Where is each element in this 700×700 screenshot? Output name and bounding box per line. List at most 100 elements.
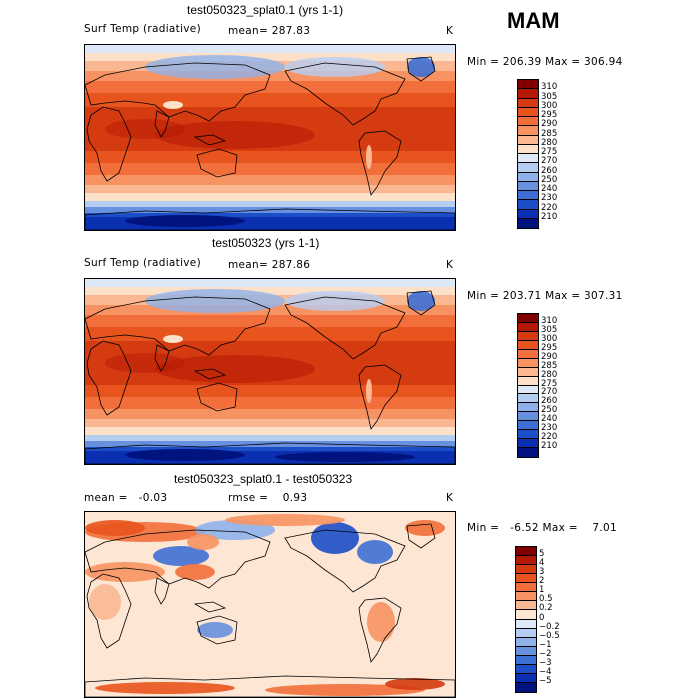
colorbar-tick-label: 210	[541, 211, 558, 222]
units-label: K	[446, 259, 454, 271]
colorbar-tick-label: 280	[541, 369, 558, 380]
colorbar-swatch	[518, 181, 538, 191]
colorbar-tick-label: 285	[541, 360, 558, 371]
colorbar-swatch	[518, 191, 538, 201]
colorbar-tick-label: 295	[541, 110, 558, 120]
colorbar-tick-label: 230	[541, 423, 558, 434]
colorbar-tick-label: 0	[539, 612, 545, 623]
colorbar-swatch	[516, 637, 536, 647]
colorbar-swatch	[518, 385, 538, 395]
temperature-map	[84, 278, 456, 465]
colorbar-tick-label: 290	[541, 119, 558, 130]
colorbar	[517, 79, 539, 229]
panel-title: test050323_splat0.1 (yrs 1-1)	[187, 3, 344, 17]
colorbar-swatch	[516, 628, 536, 638]
colorbar-tick-label: 1	[539, 585, 545, 596]
colorbar-tick-label: 250	[541, 174, 558, 185]
colorbar-swatch	[518, 80, 538, 90]
colorbar-swatch	[518, 163, 538, 173]
colorbar	[515, 546, 537, 693]
colorbar-swatch	[518, 218, 538, 228]
colorbar-swatch	[518, 340, 538, 350]
colorbar-swatch	[516, 610, 536, 620]
colorbar-swatch	[518, 412, 538, 422]
colorbar-swatch	[516, 646, 536, 656]
colorbar-swatch	[518, 154, 538, 164]
colorbar-swatch	[516, 673, 536, 683]
colorbar-tick-label: 4	[539, 558, 545, 569]
colorbar-tick-label: 310	[541, 82, 558, 93]
colorbar-tick-label: 240	[541, 184, 558, 194]
units-label: K	[446, 25, 454, 37]
colorbar-tick-label: 5	[539, 549, 545, 560]
colorbar-swatch	[518, 448, 538, 457]
temperature-field	[85, 279, 455, 464]
colorbar-swatch	[516, 664, 536, 674]
colorbar-swatch	[516, 583, 536, 593]
colorbar-tick-label: 310	[541, 315, 558, 326]
colorbar-tick-label: −0.5	[539, 630, 560, 641]
colorbar-swatch	[518, 322, 538, 332]
min-max-label: Min = 203.71 Max = 307.31	[467, 290, 623, 302]
colorbar-tick-label: 3	[539, 567, 545, 578]
colorbar-tick-label: 230	[541, 193, 558, 204]
colorbar-tick-label: 280	[541, 137, 558, 148]
colorbar-swatch	[518, 172, 538, 182]
colorbar-tick-label: 300	[541, 333, 558, 344]
colorbar-tick-label: 275	[541, 378, 558, 389]
variable-label: Surf Temp (radiative)	[84, 23, 201, 35]
mean-label: mean = -0.03	[84, 492, 168, 504]
colorbar-tick-label: 305	[541, 91, 558, 102]
temperature-field	[85, 45, 455, 230]
colorbar-swatch	[518, 421, 538, 431]
colorbar-tick-label: 220	[541, 432, 558, 443]
colorbar-tick-label: 300	[541, 100, 558, 111]
colorbar-tick-label: 260	[541, 396, 558, 407]
colorbar-swatch	[516, 556, 536, 566]
colorbar-tick-label: −5	[539, 675, 552, 686]
colorbar-tick-label: 270	[541, 156, 558, 167]
colorbar-tick-label: −2	[539, 648, 552, 659]
colorbar-swatch	[518, 107, 538, 117]
colorbar-tick-label: 0.2	[539, 603, 553, 614]
colorbar-swatch	[518, 394, 538, 404]
colorbar-tick-label: 2	[539, 576, 545, 587]
temperature-map	[84, 44, 456, 231]
colorbar-tick-label: 290	[541, 351, 558, 362]
colorbar-swatch	[518, 430, 538, 440]
colorbar-tick-label: 260	[541, 165, 558, 176]
colorbar-tick-label: −4	[539, 666, 552, 677]
mean-label: mean= 287.86	[228, 259, 311, 271]
colorbar-tick-label: 220	[541, 202, 558, 213]
colorbar-swatch	[518, 117, 538, 127]
mean-label: mean= 287.83	[228, 25, 311, 37]
colorbar	[517, 313, 539, 458]
difference-map	[84, 511, 456, 698]
colorbar-swatch	[518, 89, 538, 99]
rmse-label: rmse = 0.93	[228, 492, 308, 504]
colorbar-swatch	[518, 358, 538, 368]
colorbar-tick-label: −0.2	[539, 621, 560, 632]
colorbar-swatch	[518, 439, 538, 449]
colorbar-tick-label: 270	[541, 387, 558, 398]
colorbar-swatch	[516, 682, 536, 692]
panel-title: test050323 (yrs 1-1)	[212, 236, 320, 250]
colorbar-swatch	[516, 547, 536, 557]
variable-label: Surf Temp (radiative)	[84, 257, 201, 269]
season-label: MAM	[507, 8, 560, 33]
min-max-label: Min = 206.39 Max = 306.94	[467, 56, 623, 68]
colorbar-tick-label: −1	[539, 639, 552, 650]
colorbar-tick-label: 305	[541, 324, 558, 335]
panel-title: test050323_splat0.1 - test050323	[174, 472, 353, 486]
colorbar-swatch	[518, 135, 538, 145]
colorbar-swatch	[518, 209, 538, 219]
colorbar-swatch	[518, 98, 538, 108]
colorbar-swatch	[516, 619, 536, 629]
colorbar-tick-label: 0.5	[539, 594, 553, 605]
colorbar-swatch	[516, 655, 536, 665]
colorbar-tick-label: −3	[539, 657, 552, 668]
colorbar-swatch	[516, 592, 536, 602]
colorbar-tick-label: 285	[541, 128, 558, 139]
colorbar-swatch	[518, 349, 538, 359]
colorbar-tick-label: 240	[541, 414, 558, 425]
